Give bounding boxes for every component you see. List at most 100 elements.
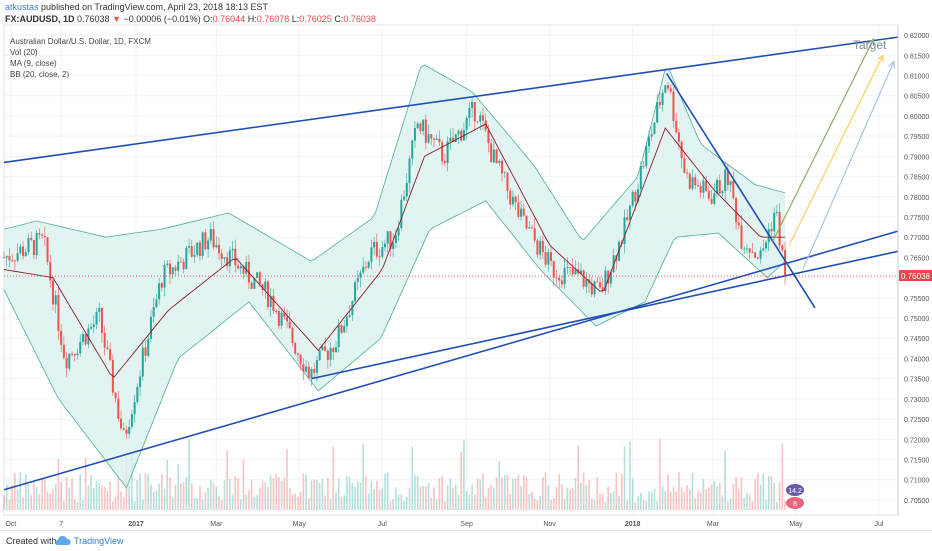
trendlines[interactable] <box>3 36 899 491</box>
candle-body <box>405 182 408 197</box>
candle-body <box>452 137 455 142</box>
target-arrows[interactable] <box>772 37 895 270</box>
candle-body <box>8 256 11 261</box>
legend-bollinger[interactable]: BB (20, close, 2) <box>10 70 70 79</box>
candle-body <box>397 228 400 236</box>
volume-bar <box>525 477 528 510</box>
volume-bar <box>158 483 160 510</box>
candle-body <box>441 142 444 162</box>
volume-bar <box>599 494 601 510</box>
target-arrow-yellow-head[interactable] <box>877 54 884 63</box>
candle-body <box>650 134 653 137</box>
trendline-falling-resistance[interactable] <box>665 73 816 309</box>
candle-body <box>582 270 585 287</box>
candle-body <box>318 350 321 361</box>
candle-body <box>264 281 267 290</box>
volume-bar <box>141 499 144 510</box>
time-axis[interactable]: Oct 7 2017 Mar May Jul Sep Nov 2018 Mar May Jul <box>5 521 884 528</box>
volume-bar <box>120 491 122 510</box>
candle-body <box>302 364 305 372</box>
time-tick-label: Sep <box>460 521 473 528</box>
target-label[interactable]: Target <box>853 38 887 52</box>
target-arrow-blue[interactable] <box>802 61 895 270</box>
volume-bar <box>177 464 179 510</box>
target-arrow-blue-head[interactable] <box>888 60 895 69</box>
candle-body <box>71 353 74 355</box>
price-tick-label: 0.75500 <box>904 296 929 303</box>
open-label: O: <box>203 14 213 24</box>
candle-body <box>272 295 275 311</box>
volume-bar <box>405 496 408 510</box>
volume-bar <box>620 473 623 510</box>
volume-bar <box>234 475 237 510</box>
volume-bar <box>542 477 544 510</box>
candle-body <box>277 311 280 326</box>
volume-bar <box>286 449 288 510</box>
price-chart[interactable]: Target 0.82000 0.81500 0.81000 0.80500 0.800… <box>0 0 932 528</box>
volume-bar <box>117 474 120 510</box>
volume-bar <box>566 487 569 510</box>
candle-body <box>51 280 54 305</box>
tradingview-brand[interactable]: TradingView <box>74 536 124 546</box>
candle-body <box>204 232 207 250</box>
price-tick-label: 0.72500 <box>904 417 929 424</box>
target-arrow-yellow[interactable] <box>788 55 884 246</box>
volume-bar <box>585 484 588 510</box>
volume-bar <box>106 490 109 510</box>
candle-body <box>487 130 490 144</box>
candle-body <box>130 414 133 427</box>
volume-bar <box>544 472 547 510</box>
low-value: 0.76025 <box>299 14 332 24</box>
volume-label-top: 14.2 <box>788 488 802 495</box>
volume-bar <box>373 489 375 510</box>
volume-bar <box>675 491 678 510</box>
candle-body <box>294 343 297 354</box>
volume-bar <box>501 477 503 510</box>
candle-body <box>79 341 82 354</box>
candle-body <box>307 366 310 379</box>
candle-body <box>261 284 264 290</box>
candle-body <box>46 237 49 262</box>
volume-bar <box>171 497 174 510</box>
candle-body <box>163 264 166 288</box>
candle-body <box>435 138 438 140</box>
candle-body <box>454 134 457 142</box>
target-arrow-green[interactable] <box>772 38 875 242</box>
author-link[interactable]: atkustas <box>5 2 39 12</box>
volume-label-badge-bottom <box>786 497 804 509</box>
volume-bar <box>35 487 38 510</box>
candle-body <box>539 241 542 255</box>
volume-bar <box>433 487 435 510</box>
candle-body <box>675 120 678 133</box>
candle-body <box>626 217 629 220</box>
volume-bar <box>465 490 468 510</box>
volume-bar <box>702 478 705 510</box>
volume-bar <box>612 491 615 510</box>
volume-bar <box>95 480 98 510</box>
volume-bar <box>44 479 46 510</box>
legend-volume[interactable]: Vol (20) <box>10 48 38 57</box>
candle-body <box>38 232 41 235</box>
volume-bar <box>169 477 171 510</box>
candlesticks <box>3 82 787 439</box>
candle-body <box>408 158 411 183</box>
trendline-mid-support[interactable] <box>311 250 899 380</box>
volume-bar <box>52 488 54 510</box>
candle-body <box>680 141 683 159</box>
price-axis[interactable]: 0.82000 0.81500 0.81000 0.80500 0.80000 0.795… <box>897 25 929 515</box>
volume-bar <box>261 480 264 510</box>
volume-bar <box>166 459 169 510</box>
trendline-upper-channel[interactable] <box>3 36 899 164</box>
legend-moving-average[interactable]: MA (9, close) <box>10 59 57 68</box>
trendline-lower-support[interactable] <box>3 230 899 491</box>
tradingview-cloud-icon[interactable] <box>55 534 71 546</box>
candle-body <box>305 366 308 372</box>
volume-bar <box>269 475 272 510</box>
target-arrow-green-head[interactable] <box>867 37 875 47</box>
candle-body <box>87 328 90 345</box>
candle-body <box>84 334 87 345</box>
candle-body <box>683 158 686 173</box>
candle-body <box>571 267 574 275</box>
candle-body <box>688 173 691 189</box>
volume-bar <box>471 484 473 510</box>
